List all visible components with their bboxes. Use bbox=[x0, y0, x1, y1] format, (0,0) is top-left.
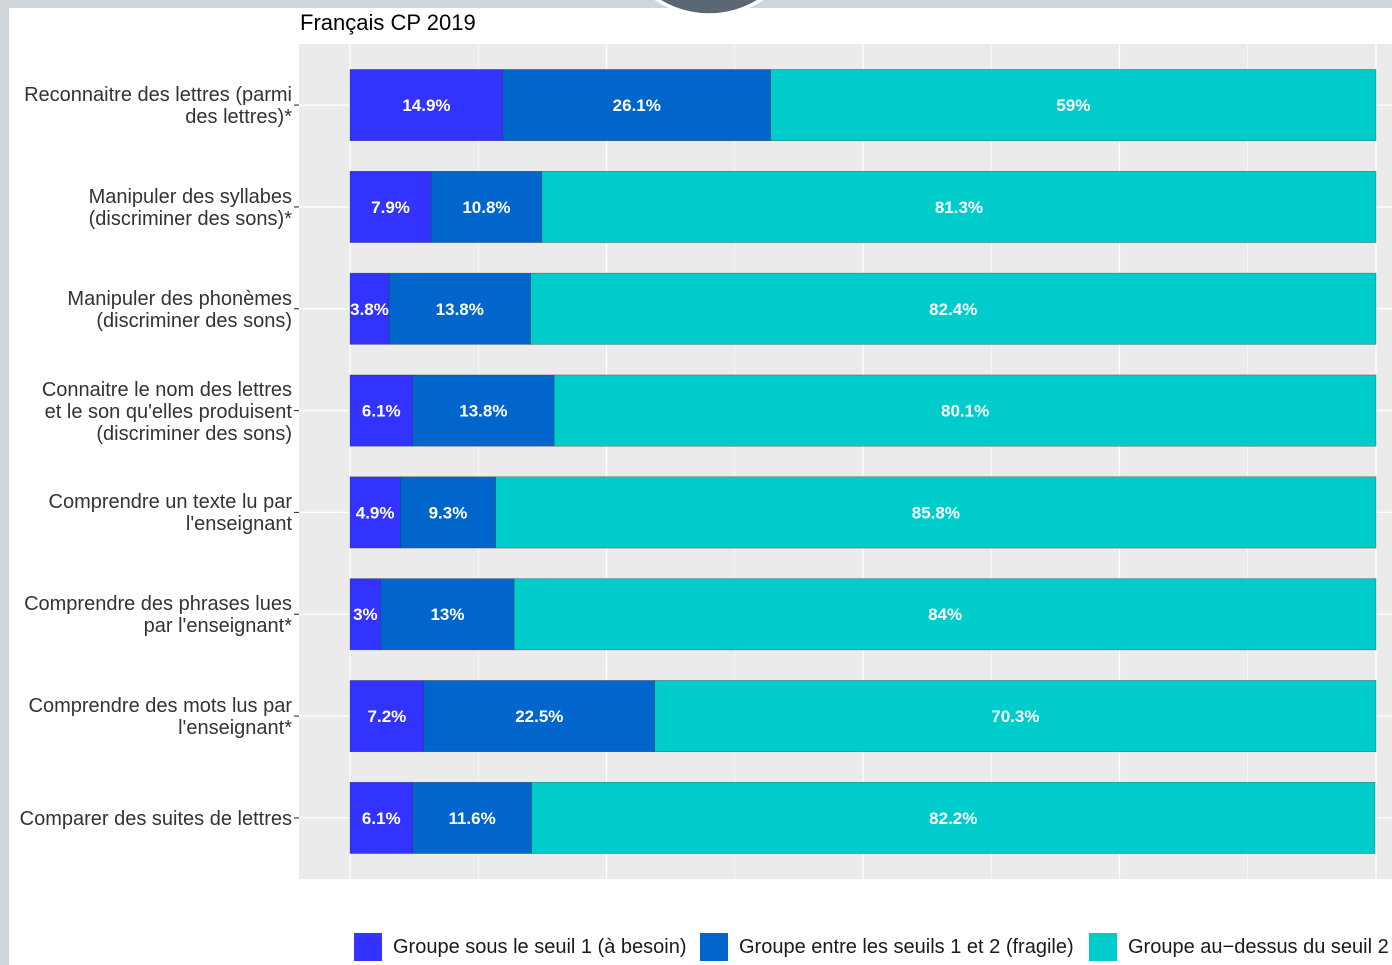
data-label: 7.2% bbox=[368, 707, 407, 726]
data-label: 7.9% bbox=[371, 198, 410, 217]
bar-segment bbox=[349, 680, 425, 752]
plot-panel bbox=[299, 44, 1392, 879]
bar-segment bbox=[770, 69, 1377, 141]
bar-segment bbox=[349, 171, 432, 243]
bar-segment bbox=[380, 578, 515, 651]
data-label: 85.8% bbox=[912, 503, 960, 522]
data-label: 13% bbox=[430, 605, 464, 624]
data-label: 80.1% bbox=[941, 402, 989, 421]
bar-segment bbox=[541, 171, 1377, 243]
legend-key bbox=[1089, 933, 1117, 961]
data-label: 13.8% bbox=[436, 300, 484, 319]
chart-title: Français CP 2019 bbox=[300, 10, 476, 35]
legend-item: Groupe entre les seuils 1 et 2 (fragile) bbox=[700, 933, 1074, 961]
legend-label: Groupe sous le seuil 1 (à besoin) bbox=[393, 936, 687, 958]
data-label: 3% bbox=[353, 605, 378, 624]
bar-segment bbox=[530, 272, 1377, 345]
legend-item: Groupe sous le seuil 1 (à besoin) bbox=[354, 933, 687, 961]
bar-segment bbox=[349, 69, 504, 141]
y-tick-label: Comprendre des mots lus par l'enseignant… bbox=[28, 695, 292, 740]
bar-segment bbox=[400, 476, 496, 549]
legend-label: Groupe au−dessus du seuil 2 bbox=[1128, 936, 1389, 958]
y-tick-label: Reconnaitre des lettres (parmi des lettr… bbox=[24, 84, 292, 129]
y-tick-label: Connaitre le nom des lettres et le son q… bbox=[41, 378, 292, 445]
bar-segment bbox=[388, 272, 531, 345]
y-tick-label: Manipuler des phonèmes (discriminer des … bbox=[67, 287, 292, 332]
data-label: 11.6% bbox=[448, 809, 495, 828]
bar-segment bbox=[349, 374, 413, 447]
y-tick-label: Comparer des suites de lettres bbox=[19, 807, 292, 830]
data-label: 22.5% bbox=[515, 707, 563, 726]
bar-segment bbox=[502, 69, 771, 141]
legend-item: Groupe au−dessus du seuil 2 bbox=[1089, 933, 1389, 961]
data-label: 82.2% bbox=[929, 809, 977, 828]
y-tick-label: Comprendre un texte lu par l'enseignant bbox=[48, 491, 292, 536]
y-tick-label: Manipuler des syllabes (discriminer des … bbox=[88, 185, 292, 230]
bar-segment bbox=[412, 782, 532, 854]
legend-key bbox=[700, 933, 728, 961]
data-label: 3.8% bbox=[350, 300, 389, 319]
plot-area: 14.9% 26.1% 59% 7.9% 10.8% 81.3% 3.8% 13.8% 82.4… bbox=[294, 44, 1392, 879]
data-label: 6.1% bbox=[362, 809, 401, 828]
bar-segment bbox=[495, 476, 1377, 549]
data-label: 81.3% bbox=[935, 198, 983, 217]
data-label: 4.9% bbox=[356, 503, 395, 522]
bar-segment bbox=[423, 680, 655, 752]
legend-key bbox=[354, 933, 382, 961]
data-label: 9.3% bbox=[429, 503, 468, 522]
data-label: 82.4% bbox=[929, 300, 977, 319]
data-label: 70.3% bbox=[991, 707, 1039, 726]
data-label: 26.1% bbox=[613, 96, 661, 115]
legend-label: Groupe entre les seuils 1 et 2 (fragile) bbox=[739, 936, 1074, 958]
bar-segment bbox=[430, 171, 543, 243]
bar-segment bbox=[553, 374, 1377, 447]
data-label: 13.8% bbox=[459, 402, 507, 421]
decorative-circle bbox=[654, 0, 764, 17]
bar-segment bbox=[349, 782, 413, 854]
data-label: 59% bbox=[1056, 96, 1090, 115]
data-label: 14.9% bbox=[402, 96, 450, 115]
bar-segment bbox=[654, 680, 1377, 752]
bar-segment bbox=[531, 782, 1376, 854]
y-tick-label: Comprendre des phrases lues par l'enseig… bbox=[24, 593, 292, 638]
data-label: 84% bbox=[928, 605, 962, 624]
bar-segment bbox=[349, 578, 382, 651]
data-label: 6.1% bbox=[362, 402, 401, 421]
bar-segment bbox=[349, 272, 390, 345]
data-label: 10.8% bbox=[462, 198, 510, 217]
bar-segment bbox=[513, 578, 1377, 651]
bar-segment bbox=[412, 374, 555, 447]
